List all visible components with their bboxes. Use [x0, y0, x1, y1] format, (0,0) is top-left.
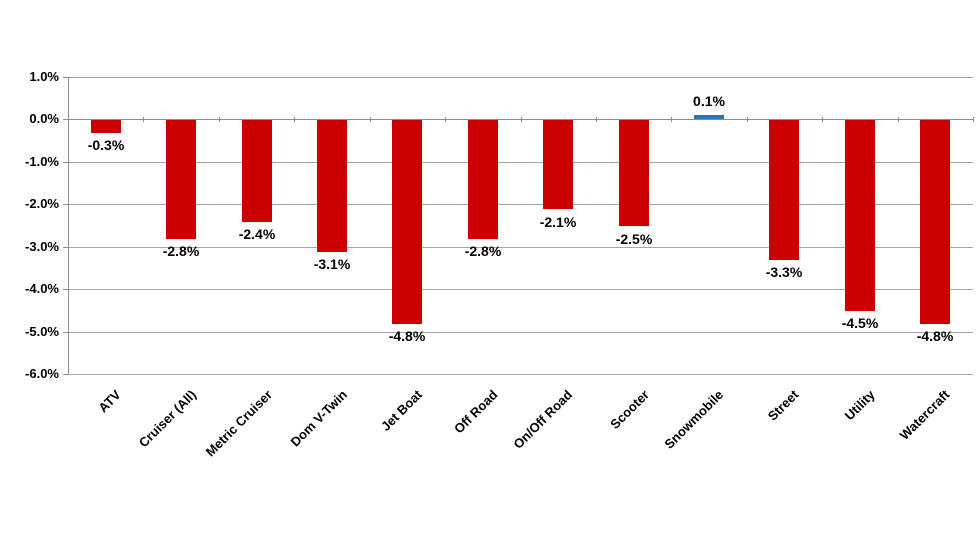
y-axis-tick — [63, 289, 68, 290]
x-axis-tick — [370, 117, 371, 122]
data-label: -3.1% — [313, 256, 351, 272]
y-gridline — [68, 289, 973, 290]
x-axis-label: Street — [764, 387, 802, 424]
x-axis-label: Off Road — [451, 387, 501, 437]
bar-snowmobile — [694, 115, 724, 119]
y-axis-label: -3.0% — [25, 239, 59, 254]
y-axis-tick — [63, 332, 68, 333]
x-axis-label: Dom V-Twin — [287, 387, 350, 450]
bar-off-road — [468, 120, 498, 239]
x-axis-tick — [822, 117, 823, 122]
bar-watercraft — [920, 120, 950, 324]
x-axis-tick — [973, 117, 974, 122]
y-axis-label: 1.0% — [29, 69, 59, 84]
x-axis-label: On/Off Road — [510, 387, 576, 452]
bar-dom-v-twin — [317, 120, 347, 252]
y-axis-tick — [63, 247, 68, 248]
y-axis-line — [68, 77, 69, 374]
x-axis-label: Utility — [841, 387, 878, 424]
y-gridline — [68, 119, 973, 120]
bar-jet-boat — [392, 120, 422, 324]
x-axis-tick — [294, 117, 295, 122]
x-axis-tick — [671, 117, 672, 122]
x-axis-label: Watercraft — [896, 387, 953, 443]
y-gridline — [68, 247, 973, 248]
bar-street — [769, 120, 799, 260]
bar-atv — [91, 120, 121, 133]
y-axis-tick — [63, 374, 68, 375]
y-axis-label: -2.0% — [25, 196, 59, 211]
x-axis-tick — [219, 117, 220, 122]
data-label: -4.8% — [388, 328, 426, 344]
data-label: -3.3% — [765, 264, 803, 280]
x-axis-label: Cruiser (All) — [135, 387, 199, 451]
y-axis-tick — [63, 119, 68, 120]
x-axis-label: Metric Cruiser — [202, 387, 275, 460]
x-axis-tick — [68, 117, 69, 122]
x-axis-label: Scooter — [606, 387, 652, 432]
data-label: -2.1% — [539, 214, 577, 230]
y-axis-label: -5.0% — [25, 324, 59, 339]
y-axis-tick — [63, 204, 68, 205]
y-axis-tick — [63, 77, 68, 78]
x-axis-tick — [596, 117, 597, 122]
data-label: -2.5% — [615, 231, 653, 247]
x-axis-tick — [898, 117, 899, 122]
y-axis-label: -4.0% — [25, 281, 59, 296]
data-label: -2.4% — [238, 226, 276, 242]
x-axis-tick — [521, 117, 522, 122]
y-gridline — [68, 162, 973, 163]
bar-cruiser-all- — [166, 120, 196, 239]
bar-utility — [845, 120, 875, 311]
bar-scooter — [619, 120, 649, 226]
y-gridline — [68, 204, 973, 205]
y-axis-label: 0.0% — [29, 111, 59, 126]
x-axis-tick — [143, 117, 144, 122]
data-label: -0.3% — [87, 137, 125, 153]
y-axis-tick — [63, 162, 68, 163]
y-gridline — [68, 332, 973, 333]
x-axis-label: Snowmobile — [661, 387, 727, 452]
y-axis-label: -6.0% — [25, 366, 59, 381]
x-axis-tick — [445, 117, 446, 122]
bar-on-off-road — [543, 120, 573, 209]
data-label: -2.8% — [162, 243, 200, 259]
x-axis-label: Jet Boat — [377, 387, 425, 434]
x-axis-label: ATV — [95, 387, 124, 416]
data-label: -4.5% — [841, 315, 879, 331]
data-label: -2.8% — [464, 243, 502, 259]
y-gridline — [68, 77, 973, 78]
y-axis-label: -1.0% — [25, 154, 59, 169]
data-label: 0.1% — [693, 93, 725, 109]
x-axis-tick — [747, 117, 748, 122]
y-gridline — [68, 374, 973, 375]
data-label: -4.8% — [916, 328, 954, 344]
bar-metric-cruiser — [242, 120, 272, 222]
